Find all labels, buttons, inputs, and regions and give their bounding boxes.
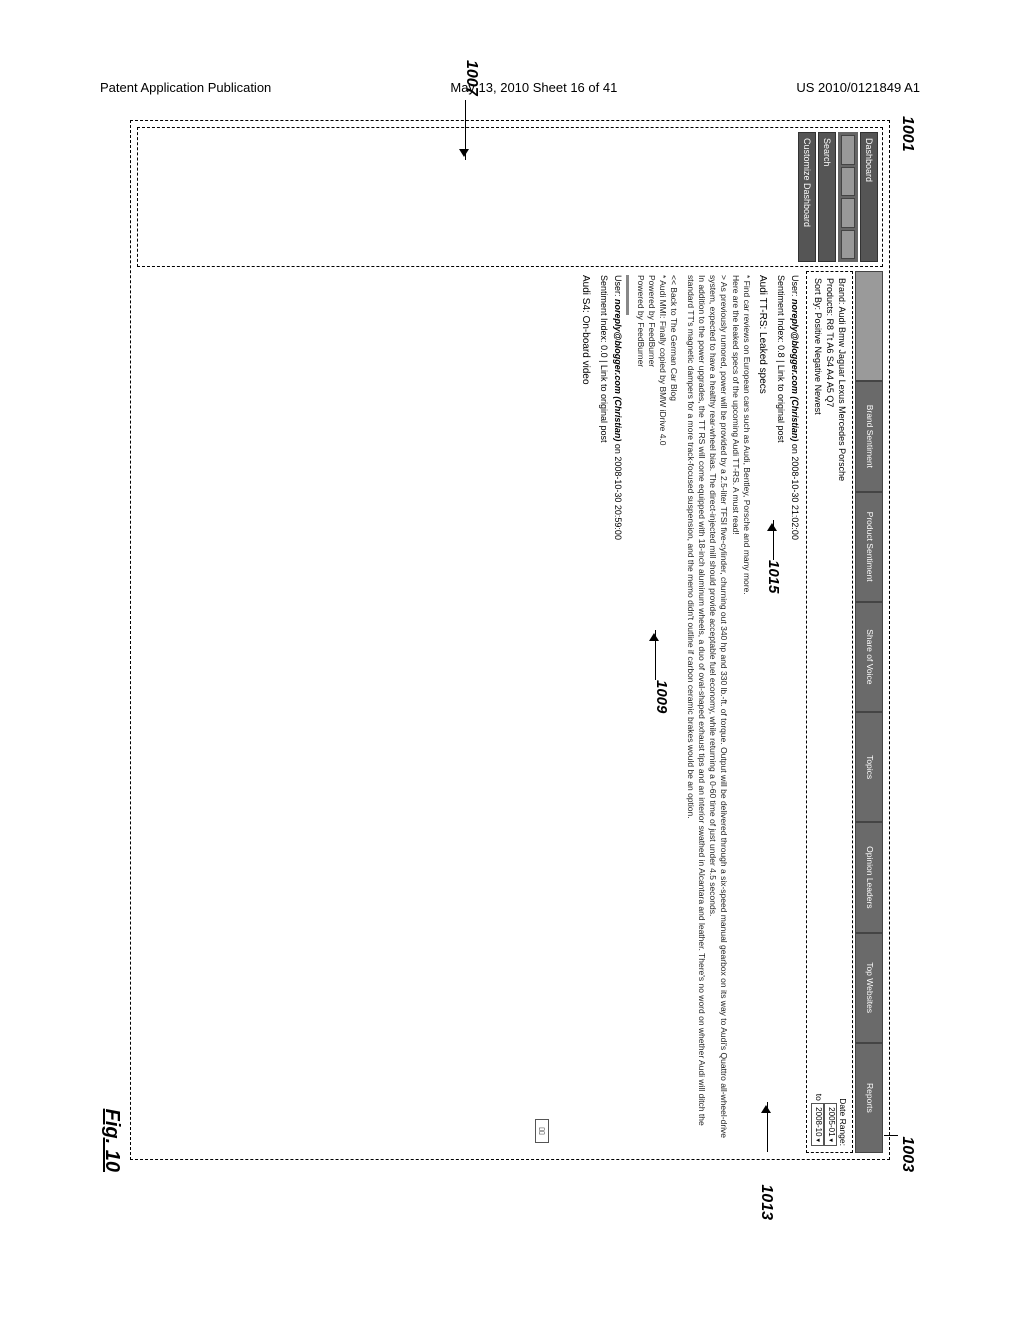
sort-value[interactable]: Positive Negative Newest — [813, 313, 823, 415]
thumb — [841, 167, 855, 197]
post: User: noreply@blogger.com (Christian) on… — [635, 275, 800, 1149]
on-label: on — [790, 444, 800, 454]
date-to-label: to — [814, 1094, 824, 1101]
sidebar-item-search[interactable]: Search — [818, 132, 836, 262]
sidebar-item-label: Dashboard — [864, 138, 874, 182]
sentiment-label: Sentiment Index: — [776, 275, 786, 343]
filter-bar: Brand: Audi Bmw Jaguar Lexus Mercedes Po… — [806, 271, 853, 1153]
page-header: Patent Application Publication May 13, 2… — [100, 80, 920, 95]
products-label: Products: — [825, 278, 835, 316]
post-meta: User: noreply@blogger.com (Christian) on… — [788, 275, 800, 1149]
user-name: noreply@blogger.com (Christian) — [790, 299, 800, 441]
tab-bar: Brand Sentiment Product Sentiment Share … — [855, 271, 883, 1153]
post-date: 2008-10-30 21:02:00 — [790, 456, 800, 540]
thumb — [841, 230, 855, 260]
content-area: User: noreply@blogger.com (Christian) on… — [137, 271, 806, 1153]
patent-page: Patent Application Publication May 13, 2… — [100, 80, 920, 1200]
figure-container: 1001 1003 1013 1015 1009 1007 Fig. 10 Da… — [130, 120, 890, 1160]
tab-top-websites[interactable]: Top Websites — [855, 933, 883, 1043]
date-range-label: Date Range: — [837, 1094, 848, 1146]
tab-brand-sentiment[interactable]: Brand Sentiment — [855, 381, 883, 491]
tab-topics[interactable]: Topics — [855, 712, 883, 822]
post-sentiment: Sentiment Index: 0.8 | Link to original … — [775, 275, 787, 1149]
figure-label: Fig. 10 — [100, 1109, 123, 1172]
products-value: R8 Tt A6 S4 A4 A5 Q7 — [825, 319, 835, 408]
sentiment-label: Sentiment Index: — [599, 275, 609, 343]
post-meta: User: noreply@blogger.com (Christian) on… — [611, 275, 623, 1149]
tab-share-of-voice[interactable]: Share of Voice — [855, 602, 883, 712]
post-sentiment: Sentiment Index: 0.0 | Link to original … — [598, 275, 610, 1149]
user-prefix: User: — [613, 275, 623, 297]
scroll-indicator-icon[interactable]: ▯▯ — [535, 1119, 549, 1143]
thumb — [841, 135, 855, 165]
post-footer: << Back to The German Car Blog * Audi MM… — [635, 275, 679, 1149]
tab-opinion-leaders[interactable]: Opinion Leaders — [855, 822, 883, 932]
layout: Dashboard Search Customize Dashboard — [137, 127, 883, 1153]
filter-left: Brand: Audi Bmw Jaguar Lexus Mercedes Po… — [811, 278, 848, 481]
tab-blank[interactable] — [855, 271, 883, 381]
post: User: noreply@blogger.com (Christian) on… — [579, 275, 623, 1149]
sidebar: Dashboard Search Customize Dashboard — [137, 127, 883, 267]
brand-value: Audi Bmw Jaguar Lexus Mercedes Porsche — [837, 307, 847, 482]
tab-product-sentiment[interactable]: Product Sentiment — [855, 492, 883, 602]
post-title: Audi TT-RS: Leaked specs — [756, 275, 769, 1149]
date-to-select[interactable]: 2008-10 — [811, 1103, 824, 1146]
sentiment-value: 0.0 — [599, 345, 609, 358]
date-from-select[interactable]: 2005-01 — [824, 1103, 837, 1146]
sidebar-item-label: Search — [822, 138, 832, 167]
sidebar-item-dashboard[interactable]: Dashboard — [860, 132, 878, 262]
ref-1007: 1007 — [462, 60, 480, 96]
post-title: Audi S4: On-board video — [579, 275, 592, 1149]
header-right: US 2010/0121849 A1 — [796, 80, 920, 95]
sidebar-item-customize[interactable]: Customize Dashboard — [798, 132, 816, 262]
thumb — [841, 198, 855, 228]
post-body: * Find car reviews on European cars such… — [685, 275, 751, 1149]
header-left: Patent Application Publication — [100, 80, 271, 95]
link-original[interactable]: | Link to original post — [599, 360, 609, 442]
link-original[interactable]: | Link to original post — [776, 360, 786, 442]
sidebar-item-label: Customize Dashboard — [802, 138, 812, 227]
ref-1003: 1003 — [898, 1136, 916, 1172]
on-label: on — [613, 444, 623, 454]
dashboard-window: Dashboard Search Customize Dashboard — [130, 120, 890, 1160]
sort-label: Sort By: — [813, 278, 823, 310]
user-name: noreply@blogger.com (Christian) — [613, 299, 623, 441]
sidebar-thumbnails — [838, 132, 858, 262]
ref-1013: 1013 — [757, 1184, 775, 1220]
filter-right: Date Range: 2005-01 to 2008-10 — [811, 1094, 848, 1146]
sentiment-value: 0.8 — [776, 345, 786, 358]
main-panel: Brand Sentiment Product Sentiment Share … — [137, 271, 883, 1153]
user-prefix: User: — [790, 275, 800, 297]
brand-label: Brand: — [837, 278, 847, 305]
post-divider — [626, 275, 629, 315]
post-date: 2008-10-30 20:59:00 — [613, 456, 623, 540]
tab-reports[interactable]: Reports — [855, 1043, 883, 1153]
ref-1001: 1001 — [898, 116, 916, 152]
